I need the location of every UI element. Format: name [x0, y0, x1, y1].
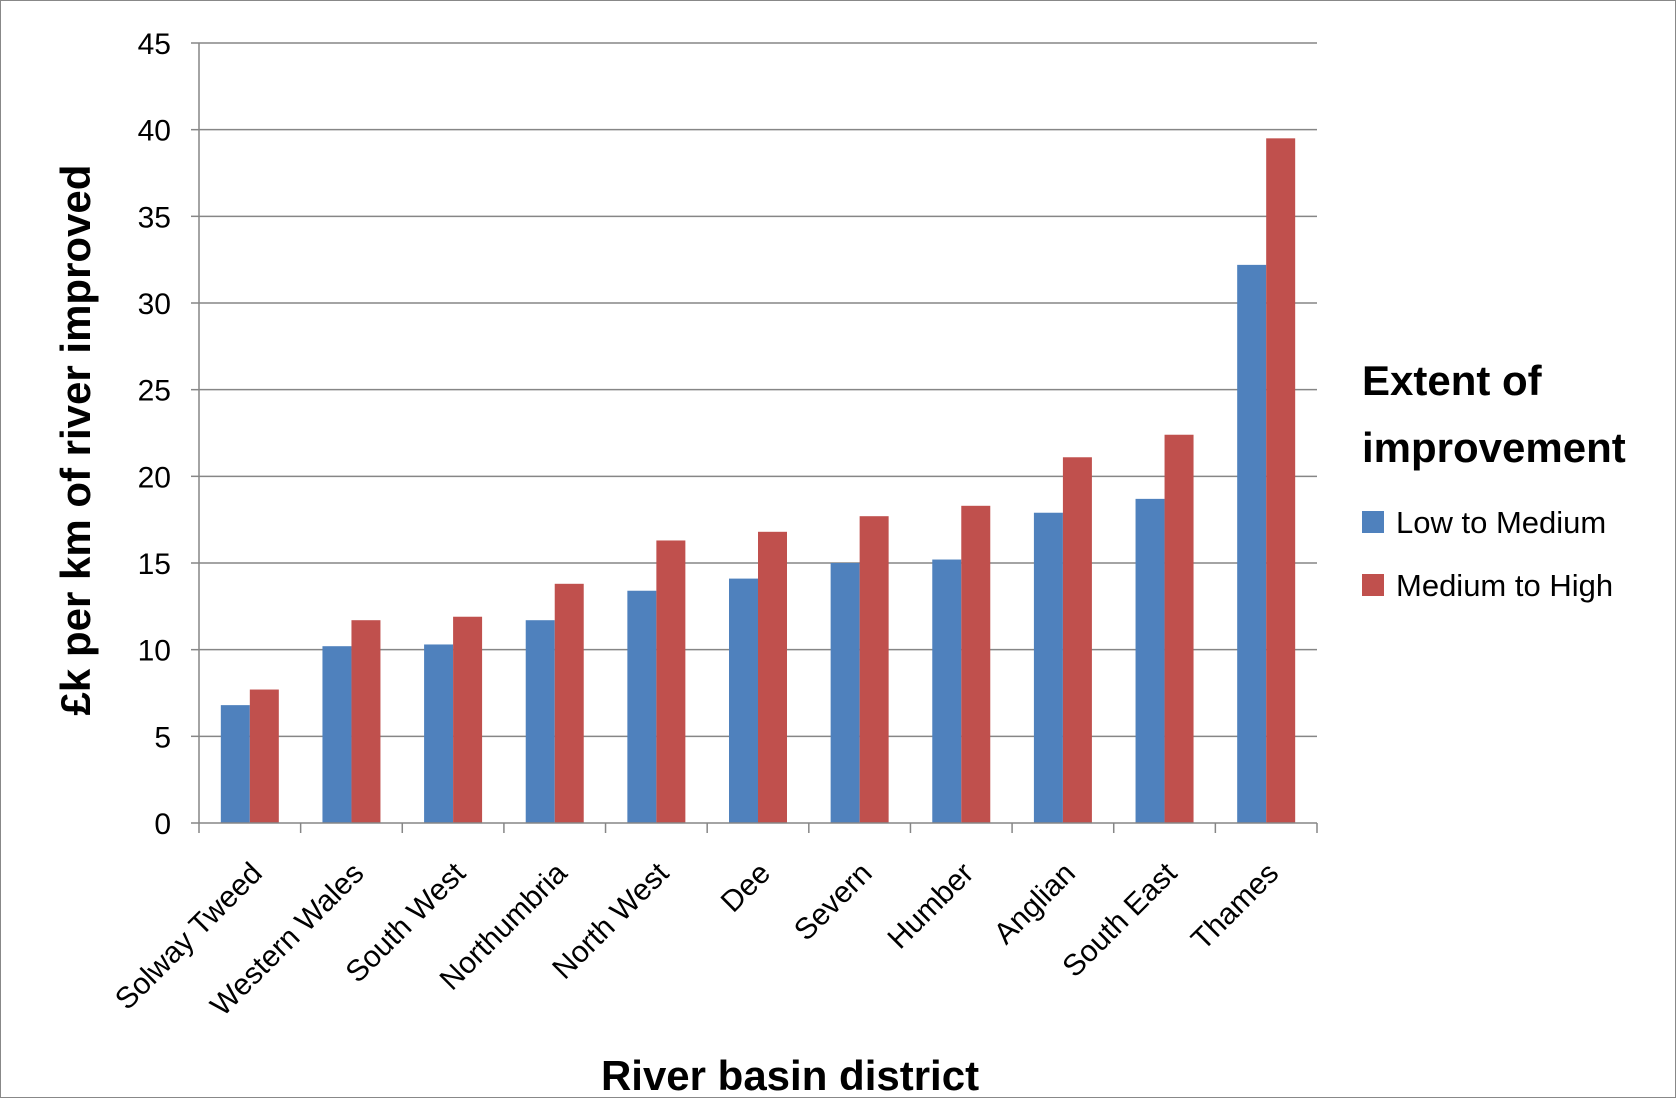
bar-south-east-medium-to-high: [1164, 434, 1194, 823]
legend-label-low-to-medium: Low to Medium: [1396, 505, 1606, 540]
y-tick-label-40: 40: [138, 115, 171, 148]
bar-dee-medium-to-high: [758, 531, 787, 823]
bars: [220, 138, 1296, 824]
legend-title-line-2: improvement: [1362, 424, 1626, 471]
y-tick-label-35: 35: [138, 201, 171, 234]
x-category-label-dee: Dee: [715, 857, 777, 919]
bar-solway-tweed-medium-to-high: [249, 689, 279, 823]
legend-title-line-1: Extent of: [1362, 357, 1543, 404]
legend-swatch-medium-to-high: [1362, 574, 1384, 596]
bar-western-wales-low-to-medium: [322, 646, 352, 823]
y-axis-title: £k per km of river improved: [52, 165, 99, 716]
legend-label-medium-to-high: Medium to High: [1396, 568, 1613, 603]
axes: [191, 42, 1318, 833]
bar-thames-low-to-medium: [1237, 264, 1267, 823]
bar-solway-tweed-low-to-medium: [220, 705, 250, 823]
x-category-label-thames: Thames: [1185, 857, 1285, 957]
x-axis-title: River basin district: [601, 1052, 979, 1098]
bar-south-west-low-to-medium: [424, 644, 454, 823]
bar-northumbria-medium-to-high: [554, 583, 584, 823]
y-tick-labels: 0 5 10 15 20 25 30 35 40 45: [138, 28, 171, 841]
x-category-label-humber: Humber: [881, 857, 980, 956]
y-tick-label-5: 5: [154, 721, 171, 754]
bar-severn-medium-to-high: [859, 516, 889, 823]
bar-north-west-low-to-medium: [627, 590, 657, 823]
y-tick-label-45: 45: [138, 28, 171, 61]
bar-thames-medium-to-high: [1266, 138, 1296, 824]
bar-anglian-low-to-medium: [1033, 512, 1063, 823]
bar-humber-medium-to-high: [961, 505, 991, 823]
y-tick-label-15: 15: [138, 548, 171, 581]
gridlines: [199, 42, 1317, 738]
x-category-label-anglian: Anglian: [988, 857, 1082, 951]
bar-south-east-low-to-medium: [1135, 498, 1165, 823]
bar-humber-low-to-medium: [932, 559, 962, 823]
bar-south-west-medium-to-high: [453, 616, 483, 823]
bar-anglian-medium-to-high: [1062, 457, 1092, 823]
bar-western-wales-medium-to-high: [351, 620, 381, 823]
bar-north-west-medium-to-high: [656, 540, 686, 823]
y-tick-label-25: 25: [138, 375, 171, 408]
y-tick-label-0: 0: [154, 808, 171, 841]
legend: Extent of improvement Low to Medium Medi…: [1362, 357, 1626, 603]
y-tick-label-20: 20: [138, 461, 171, 494]
legend-swatch-low-to-medium: [1362, 511, 1384, 533]
bar-dee-low-to-medium: [729, 578, 758, 823]
y-tick-label-10: 10: [138, 635, 171, 668]
y-tick-label-30: 30: [138, 288, 171, 321]
bar-northumbria-low-to-medium: [525, 620, 555, 823]
bar-severn-low-to-medium: [830, 563, 860, 823]
x-category-label-severn: Severn: [788, 857, 879, 948]
